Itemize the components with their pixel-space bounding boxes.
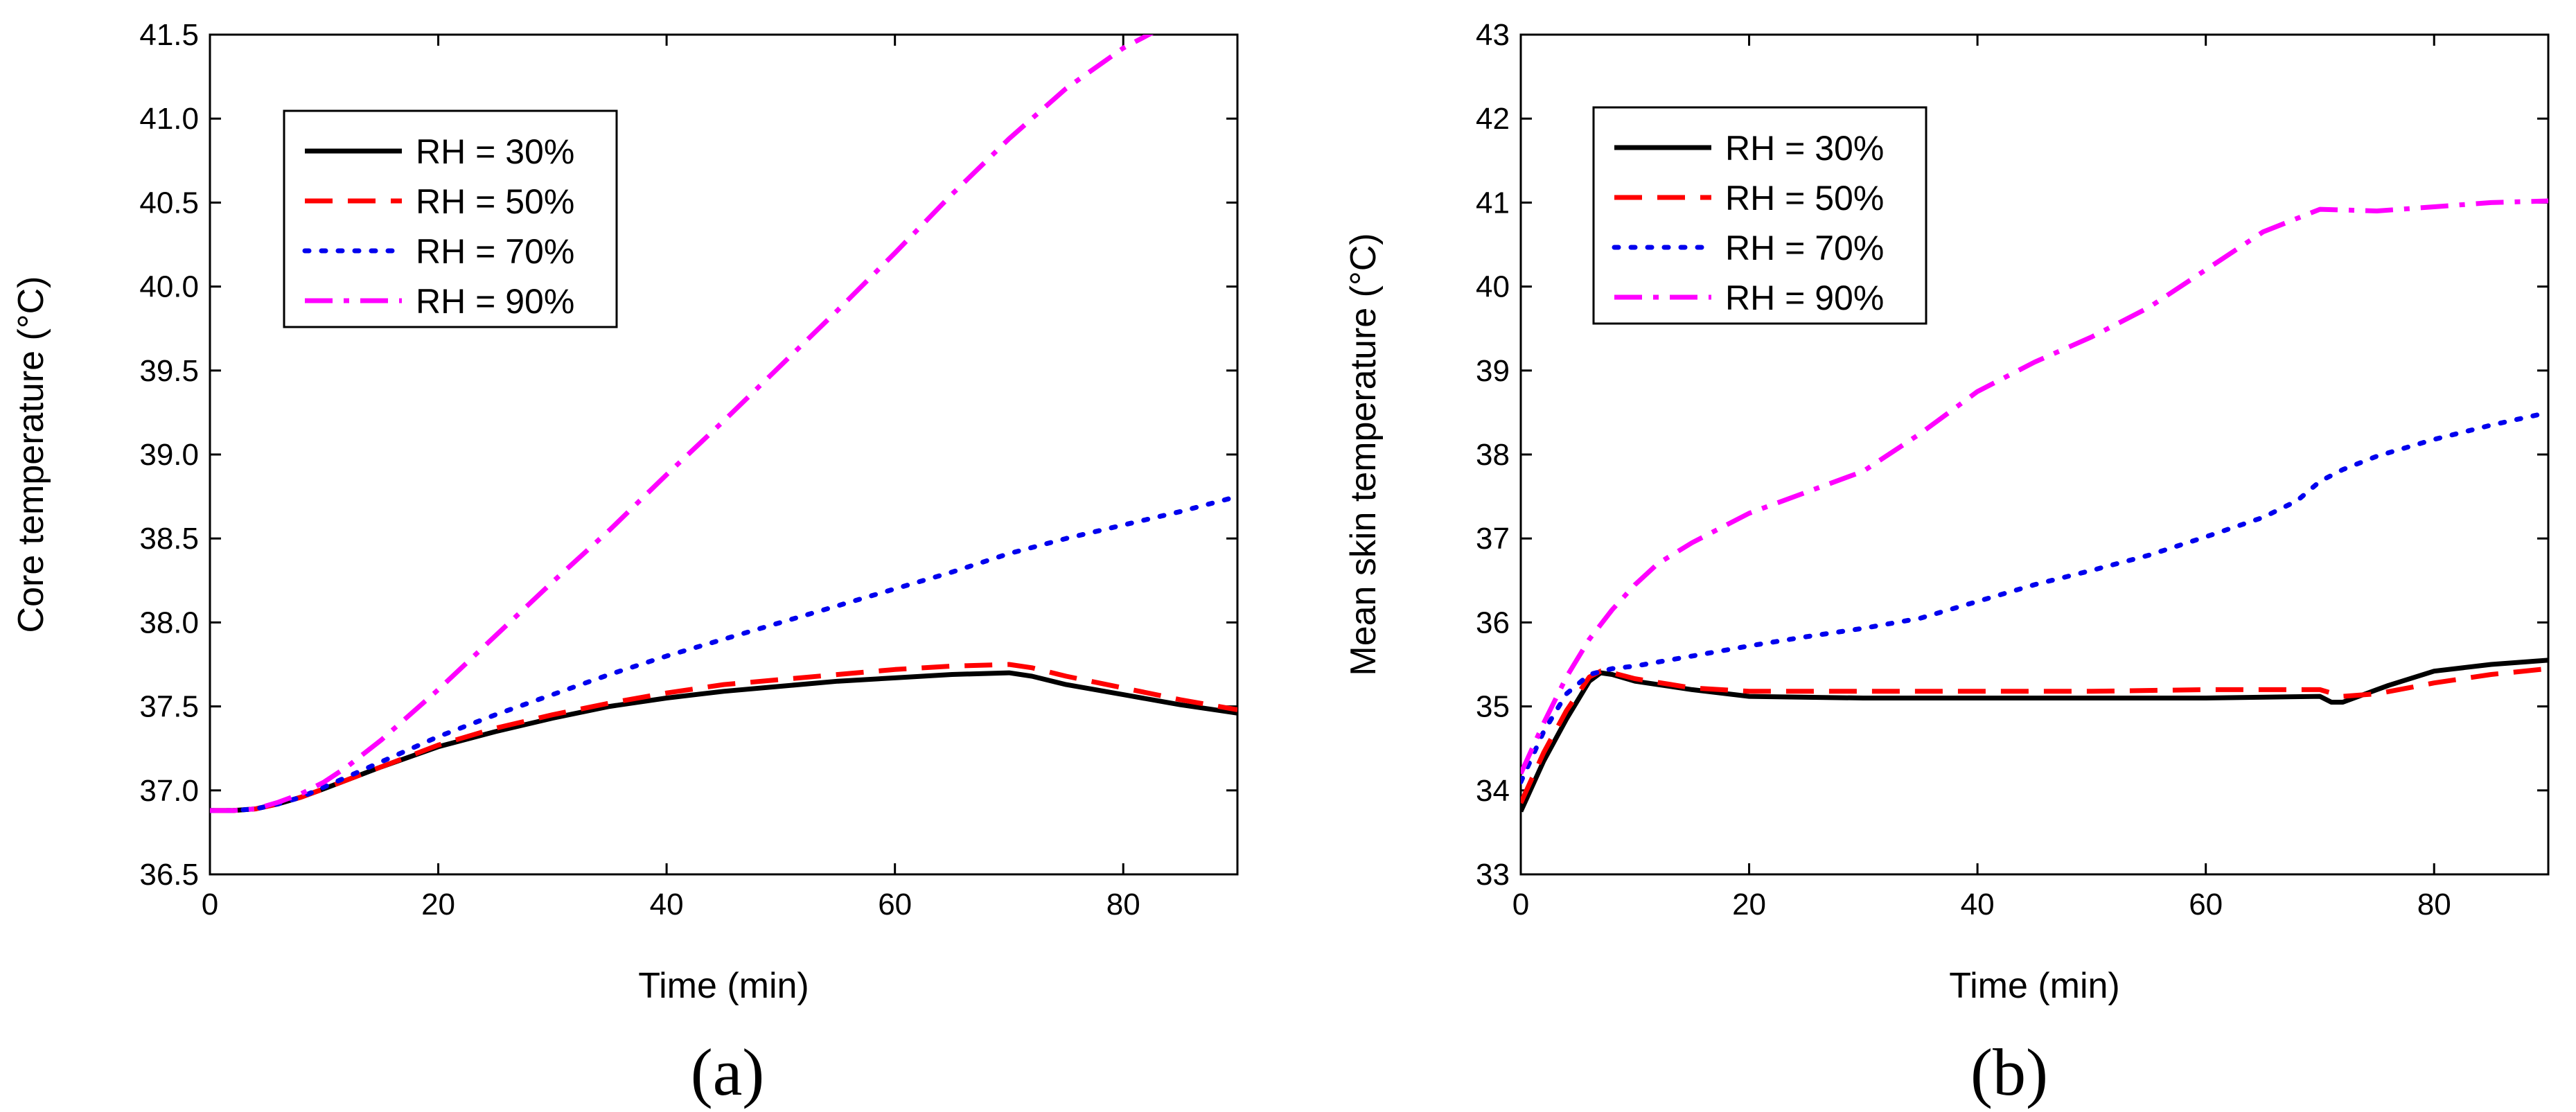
y-tick-label: 37 (1476, 522, 1510, 556)
legend-box (1592, 106, 1927, 325)
legend: RH = 30% RH = 50% RH = 70% RH = 90% (283, 109, 618, 328)
y-tick-label: 38.0 (139, 606, 199, 639)
legend-label: RH = 30% (1725, 129, 1884, 168)
y-tick-label: 33 (1476, 858, 1510, 892)
legend-label: RH = 30% (416, 132, 574, 171)
panel-caption: (b) (1970, 1035, 2048, 1109)
y-tick-label: 40.0 (139, 270, 199, 304)
legend-label: RH = 50% (1725, 179, 1884, 218)
legend-label: RH = 50% (416, 182, 574, 221)
x-tick-label: 40 (1961, 888, 1995, 921)
y-tick-label: 41 (1476, 186, 1510, 220)
x-tick-label: 40 (650, 888, 684, 921)
y-tick-label: 39 (1476, 354, 1510, 388)
legend: RH = 30% RH = 50% RH = 70% RH = 90% (1592, 106, 1927, 325)
x-tick-label: 60 (2189, 888, 2223, 921)
y-tick-label: 40.5 (139, 186, 199, 220)
y-tick-label: 35 (1476, 690, 1510, 724)
series-line-90 (210, 35, 1154, 813)
series-line-70 (210, 494, 1237, 813)
legend-label: RH = 90% (416, 282, 574, 321)
legend-label: RH = 70% (1725, 229, 1884, 267)
y-tick-label: 37.0 (139, 774, 199, 808)
y-axis-title: Core temperature (°C) (11, 276, 51, 633)
y-tick-label: 42 (1476, 102, 1510, 136)
y-tick-label: 38 (1476, 438, 1510, 472)
series-line-50 (210, 662, 1237, 813)
panel-caption: (a) (691, 1035, 765, 1109)
legend-label: RH = 90% (1725, 279, 1884, 317)
series-group (210, 35, 1237, 813)
x-tick-label: 20 (421, 888, 455, 921)
y-tick-label: 41.5 (139, 18, 199, 52)
y-tick-label: 40 (1476, 270, 1510, 304)
x-tick-label: 60 (878, 888, 912, 921)
series-group (1521, 198, 2548, 813)
y-tick-label: 37.5 (139, 690, 199, 724)
y-tick-label: 41.0 (139, 102, 199, 136)
series-line-30 (1521, 658, 2548, 813)
y-tick-label: 39.0 (139, 438, 199, 472)
y-tick-label: 38.5 (139, 522, 199, 556)
y-tick-label: 43 (1476, 18, 1510, 52)
x-tick-label: 80 (1106, 888, 1140, 921)
y-axis-title: Mean skin temperature (°C) (1343, 233, 1384, 676)
panel-b-mean-skin-temperature-chart: 0 20 40 60 80 33 34 35 36 37 38 39 40 41 42 43 Time (min… (1343, 18, 2550, 1109)
x-tick-label: 0 (202, 888, 218, 921)
series-line-90 (1521, 198, 2548, 775)
series-line-70 (1521, 409, 2548, 785)
legend-label: RH = 70% (416, 232, 574, 271)
x-tick-label: 80 (2417, 888, 2451, 921)
series-line-30 (210, 670, 1237, 813)
y-tick-label: 39.5 (139, 354, 199, 388)
panel-a-core-temperature-chart: 0 20 40 60 80 36.5 37.0 37.5 38.0 38.5 39.0 39.5 40.… (11, 18, 1239, 1109)
legend-box (283, 109, 618, 328)
y-tick-label: 36 (1476, 606, 1510, 639)
x-tick-label: 0 (1512, 888, 1529, 921)
series-line-50 (1521, 666, 2548, 804)
y-tick-label: 36.5 (139, 858, 199, 892)
x-axis-title: Time (min) (1949, 966, 2120, 1006)
y-tick-label: 34 (1476, 774, 1510, 808)
x-tick-label: 20 (1732, 888, 1766, 921)
x-axis-title: Time (min) (638, 966, 809, 1006)
